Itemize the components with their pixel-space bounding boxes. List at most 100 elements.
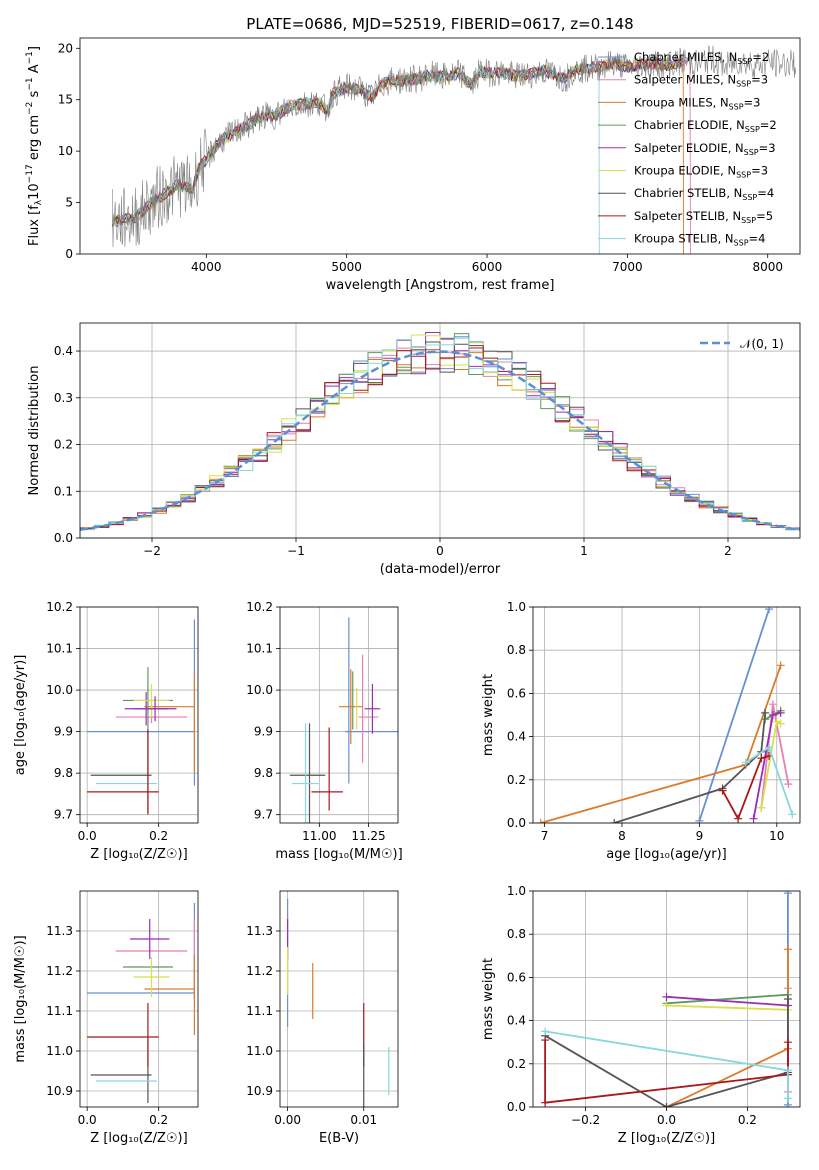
x-tick-label: 0	[436, 544, 444, 558]
x-axis-label: mass [log₁₀(M/M☉)]	[275, 847, 402, 862]
weight-marker	[541, 1098, 550, 1107]
y-tick-label: 10.2	[246, 600, 273, 614]
axes-border	[79, 606, 199, 824]
x-axis-label: wavelength [Angstrom, rest frame]	[326, 278, 555, 293]
legend-label: Kroupa STELIB, NSSP=4	[634, 232, 765, 248]
weight-marker	[536, 819, 545, 823]
weight-series-line	[698, 608, 770, 822]
y-tick-label: 10.9	[246, 1084, 273, 1098]
weight-vs-metallicity-panel: −0.2 0.0 0.2 0.0 0.2 0.4 0.6 0.8 1.0 Z [log₁₀(Z/Z…	[481, 884, 801, 1146]
weight-marker	[662, 1001, 671, 1010]
axes-border	[79, 890, 199, 1108]
plot-area	[87, 903, 196, 1103]
y-label-part: −1	[25, 51, 35, 64]
y-tick-label: 9.7	[254, 808, 273, 822]
y-tick-label: 0.2	[507, 773, 526, 787]
x-tick-label: 5000	[331, 260, 362, 274]
mass-vs-reddening-panel: 0.00 0.01 10.9 11.0 11.1 11.2 11.3 E(B-V)	[246, 890, 399, 1146]
legend-label: Salpeter ELODIE, NSSP=3	[634, 141, 776, 157]
x-tick-label: 8	[618, 829, 626, 843]
y-tick-label: 0.2	[507, 1057, 526, 1071]
y-label-part: 10	[27, 183, 42, 200]
y-tick-label: 10.0	[46, 683, 73, 697]
grid-layer	[80, 891, 198, 1107]
x-axis-label: Z [log₁₀(Z/Z☉)]	[618, 1131, 715, 1146]
weight-marker	[695, 816, 704, 823]
y-tick-label: 11.1	[246, 1004, 273, 1018]
y-tick-label: 9.8	[54, 766, 73, 780]
weight-marker	[776, 708, 785, 717]
weight-series-line	[721, 755, 770, 821]
axes-frame: 11.00 11.25 9.7 9.8 9.9 10.0 10.1 10.2 mass [log…	[246, 600, 402, 862]
weight-marker	[757, 754, 766, 763]
weight-vs-age-panel: 7 8 9 10 0.0 0.2 0.4 0.6 0.8 1.0 age [log₁₀(age/yr…	[481, 600, 801, 862]
axes-frame: 0.0 0.2 10.9 11.0 11.1 11.2 11.3 Z [log₁₀(Z/Z☉)…	[13, 890, 199, 1146]
legend-label: 𝒩(0, 1)	[740, 337, 784, 351]
weight-marker	[749, 814, 758, 823]
y-tick-label: 10.2	[46, 600, 73, 614]
x-tick-label: 2	[724, 544, 732, 558]
weight-marker	[788, 810, 797, 819]
legend-label: Kroupa MILES, NSSP=3	[634, 95, 760, 111]
legend-label-name: Kroupa ELODIE, N	[634, 164, 736, 178]
weight-marker	[541, 1027, 550, 1036]
plot-area	[536, 607, 797, 823]
axes-border	[279, 606, 399, 824]
x-tick-label: 0.00	[274, 1113, 301, 1127]
y-tick-label: 10.9	[46, 1084, 73, 1098]
legend-label: Salpeter MILES, NSSP=3	[634, 73, 768, 89]
legend-label-name: Kroupa STELIB, N	[634, 232, 734, 246]
legend-label-tail: =3	[751, 164, 768, 178]
residual-histogram-8	[80, 337, 800, 538]
x-tick-label: −0.2	[571, 1113, 600, 1127]
y-tick-label: 20	[58, 41, 73, 55]
y-tick-label: 0.1	[54, 484, 73, 498]
legend-label-name: Salpeter MILES, N	[634, 73, 736, 87]
y-tick-label: 10.1	[46, 642, 73, 656]
y-label-part: Flux [f	[27, 205, 42, 246]
legend-label-name: Chabrier MILES, N	[634, 50, 737, 64]
legend-label-tail: =4	[749, 232, 766, 246]
y-tick-label: 0.3	[54, 391, 73, 405]
y-tick-label: 11.2	[46, 964, 73, 978]
y-tick-label: 0.4	[54, 344, 73, 358]
normal-curve	[80, 350, 800, 532]
weight-marker	[776, 661, 785, 670]
weight-marker	[734, 814, 743, 823]
y-label-part: −2	[25, 102, 35, 115]
y-label-part: s	[27, 90, 42, 101]
x-tick-label: 9	[696, 829, 704, 843]
x-tick-label: 6000	[472, 260, 503, 274]
weight-marker	[765, 607, 774, 614]
legend-label-name: Salpeter ELODIE, N	[634, 141, 744, 155]
x-tick-label: 8000	[752, 260, 783, 274]
weight-marker	[783, 891, 792, 898]
weight-marker	[757, 803, 766, 812]
x-tick-label: 0.2	[738, 1113, 757, 1127]
grid-layer	[80, 606, 198, 823]
legend-label-sub: SSP	[736, 80, 751, 89]
y-axis-label: Normed distribution	[27, 366, 42, 496]
residuals-legend: 𝒩(0, 1)	[700, 337, 784, 351]
y-tick-label: 0.0	[507, 1100, 526, 1114]
plot-area	[289, 617, 398, 823]
y-tick-label: 0	[65, 247, 73, 261]
x-axis-label: Z [log₁₀(Z/Z☉)]	[90, 1131, 187, 1146]
x-tick-label: 11.00	[302, 829, 336, 843]
y-tick-label: 11.3	[246, 924, 273, 938]
y-tick-label: 15	[58, 93, 73, 107]
y-axis-label: Flux [fλ10−17 erg cm−2 s−1 A−1]	[25, 46, 44, 246]
weight-marker	[768, 711, 777, 719]
y-tick-label: 11.3	[46, 924, 73, 938]
legend-label-tail: =3	[759, 141, 776, 155]
weight-marker	[768, 700, 777, 709]
plot-area	[87, 619, 196, 815]
weight-marker	[741, 758, 750, 767]
legend-label-sub: SSP	[741, 216, 756, 225]
y-axis-label: mass [log₁₀(M/M☉)]	[13, 935, 28, 1062]
legend-label-sub: SSP	[745, 125, 760, 134]
plot-area	[80, 332, 800, 538]
weight-marker	[662, 1103, 671, 1107]
y-tick-label: 10	[58, 144, 73, 158]
